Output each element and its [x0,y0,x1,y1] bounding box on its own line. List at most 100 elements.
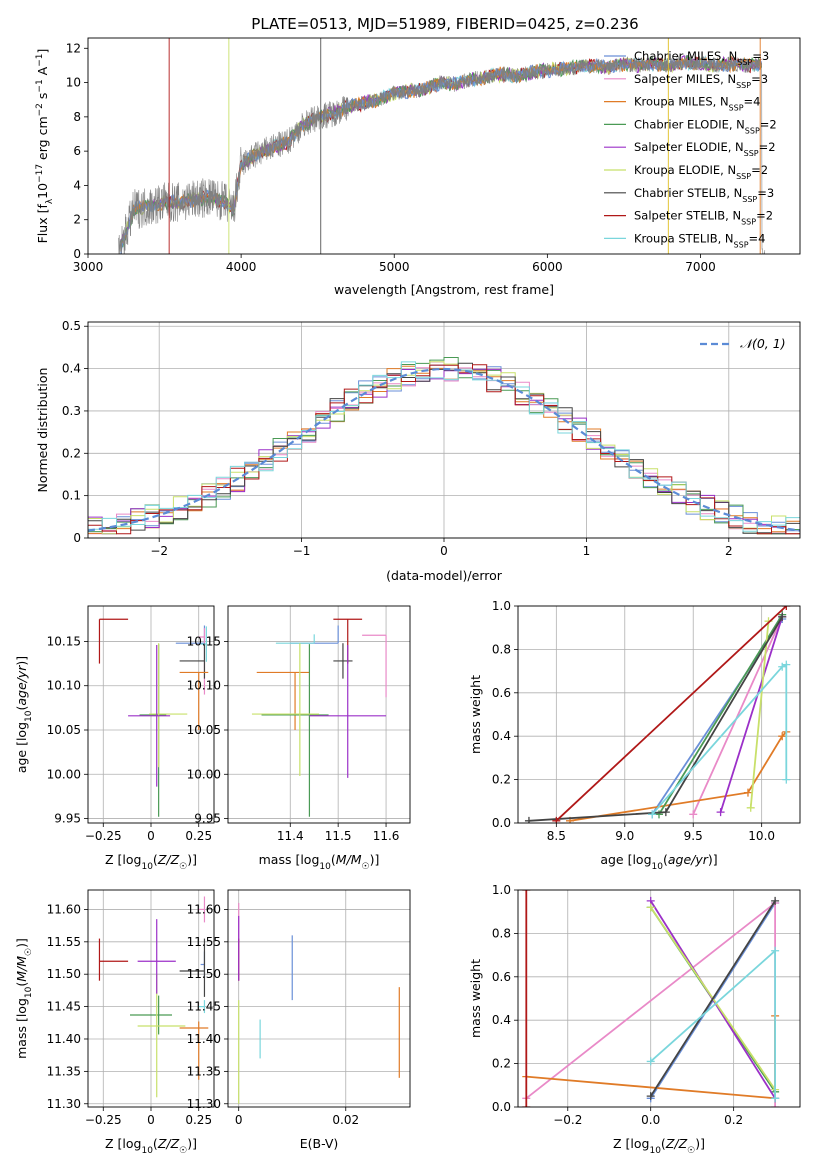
label-part: )] [708,852,718,867]
label-part: )] [14,656,29,666]
label-part: )] [14,938,29,948]
y-axis-label: age [log10(age/yr)] [14,656,34,773]
label-part: age [log [14,722,29,773]
label-part: ☉ [179,862,187,872]
x-tick-label: 0.25 [185,1113,212,1127]
legend-text: Salpeter ELODIE, N [634,140,744,154]
mass-vs-metallicity-panel: −0.25 0 0.25 11.30 11.35 11.40 11.45 11.50 11.55… [14,889,215,1156]
figure-title: PLATE=0513, MJD=51989, FIBERID=0425, z=0… [251,15,638,33]
label-part: mass weight [468,675,483,754]
weight-line [749,621,770,808]
weight-marker [689,810,698,819]
y-tick-label: 0.2 [492,1057,511,1071]
y-tick-label: 10.05 [187,723,221,737]
label-part: 10 [141,862,153,872]
label-part: ☉ [687,1146,695,1156]
label-part: M/M [336,852,362,867]
residual-histogram [88,361,800,532]
label-part: 10 [649,1146,661,1156]
y-tick-label: 0.0 [492,1100,511,1114]
weight-line [650,948,776,1099]
legend-text: Salpeter STELIB, N [634,209,741,223]
weight-marker [646,1057,655,1066]
legend-label: Kroupa ELODIE, NSSP=2 [634,163,768,181]
x-axis-label: mass [log10(M/M☉)] [259,852,380,872]
x-tick-label: 9.0 [615,829,634,843]
y-axis-label: mass weight [468,959,483,1038]
y-tick-label: 0.4 [62,362,81,376]
label-part: ( [663,852,668,867]
y-tick-label: 8 [73,110,81,124]
axes-frame [517,605,801,824]
label-part: ☉ [179,1146,187,1156]
weight-line [719,616,784,813]
label-part: Z/Z [157,1136,180,1151]
plot-area [98,896,209,1098]
x-tick-label: 0 [440,544,448,558]
x-tick-label: −0.2 [553,1113,582,1127]
weight-marker [646,1092,655,1101]
x-axis-label: Z [log10(Z/Z☉)] [105,1136,197,1156]
label-part: )] [370,852,380,867]
label-part: ( [661,1136,666,1151]
weight-marker [746,803,755,812]
label-part: 10 [35,183,50,199]
label-part: Z [log [613,1136,649,1151]
legend-subscript: SSP [734,240,749,249]
weight-marker [782,660,791,669]
residual-histogram [88,368,800,535]
legend-label: Kroupa MILES, NSSP=4 [634,95,760,113]
label-part: −1 [35,54,45,67]
weight-marker [771,896,780,905]
legend-label: Kroupa STELIB, NSSP=4 [634,231,765,249]
weight-vs-metallicity-panel: −0.2 0.0 0.2 0.0 0.2 0.4 0.6 0.8 1.0 Z [log10(Z/Z… [468,883,801,1156]
legend-subscript: SSP [745,126,760,135]
weight-line [692,616,784,815]
y-tick-label: 11.35 [47,1064,81,1078]
legend-count: =3 [752,49,769,63]
x-tick-label: 6000 [532,260,563,274]
weight-marker [743,788,752,797]
y-tick-label: 0.6 [492,686,511,700]
age-vs-metallicity-panel: −0.25 0 0.25 9.95 10.00 10.05 10.10 10.15 Z [log… [14,605,215,872]
y-tick-label: 10 [66,76,81,90]
label-part: A [35,66,50,79]
weight-marker [648,810,657,819]
label-part: ( [331,852,336,867]
x-tick-label: −1 [293,544,311,558]
weight-marker [661,808,670,817]
plot-area [98,618,209,817]
weight-line [528,616,783,822]
label-part: 10 [24,986,34,998]
label-part: )] [695,1136,705,1151]
label-part: Z [log [105,852,141,867]
residuals-panel: −2 −1 0 1 2 0 0.1 0.2 0.3 0.4 0.5 𝒩(0, 1) (data-mode… [35,319,801,583]
y-tick-label: 11.50 [47,967,81,981]
plot-area [251,618,387,817]
label-part: ☉ [24,948,34,956]
y-tick-label: 11.60 [187,902,221,916]
y-tick-label: 0.8 [492,926,511,940]
weight-marker [552,816,561,823]
legend-count: =3 [751,72,768,86]
y-tick-label: 0 [73,531,81,545]
x-axis-label: age [log10(age/yr)] [600,852,717,872]
x-tick-label: 0 [147,1113,155,1127]
label-part: mass weight [468,959,483,1038]
label-part: E(B-V) [300,1136,339,1151]
spectrum-panel: 3000 4000 5000 6000 7000 0 2 4 6 8 10 12 wavelength … [35,37,801,297]
y-tick-label: 0.3 [62,404,81,418]
x-tick-label: 11.6 [373,829,400,843]
label-part: Normed distribution [35,368,50,493]
y-tick-label: 10.15 [187,634,221,648]
label-part: −1 [35,79,45,92]
weight-marker [771,1103,780,1107]
legend-label: Chabrier STELIB, NSSP=3 [634,186,774,204]
legend-text: Chabrier ELODIE, N [634,117,745,131]
y-axis-label: Flux [fλ10−17 erg cm−2 s−1 A−1] [35,49,55,244]
legend-count: =4 [749,231,766,245]
axes-frame [87,37,801,255]
label-part: Z/Z [665,1136,688,1151]
legend-label: Chabrier ELODIE, NSSP=2 [634,117,777,135]
y-tick-label: 0 [73,247,81,261]
